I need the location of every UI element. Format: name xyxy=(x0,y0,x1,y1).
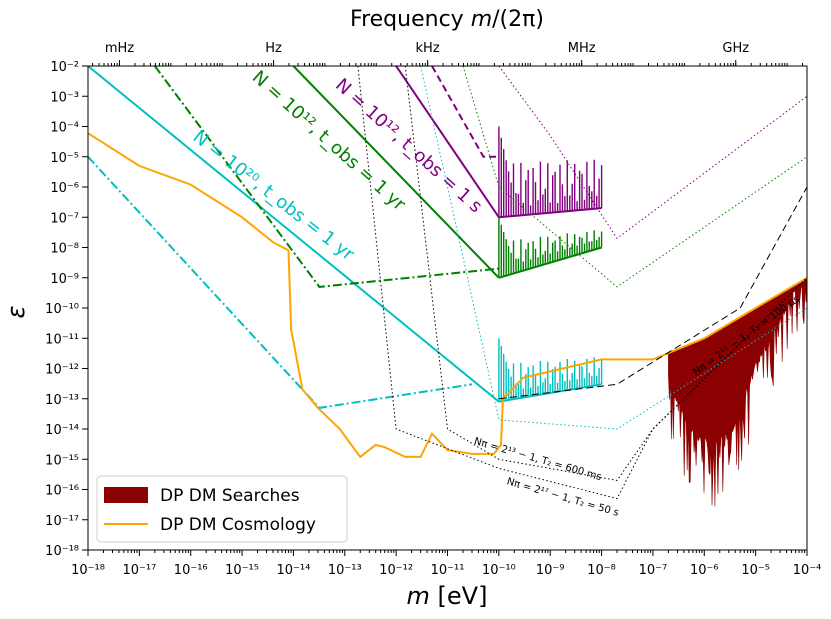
y-tick-label: 10⁻⁵ xyxy=(50,151,79,166)
top-tick-label: Hz xyxy=(265,41,282,56)
y-axis-label: ε xyxy=(2,305,30,318)
y-tick-label: 10⁻² xyxy=(50,60,79,75)
resonance-floor-4 xyxy=(498,207,602,219)
legend-label-searches: DP DM Searches xyxy=(160,486,300,506)
x-tick-label: 10⁻¹⁴ xyxy=(277,563,311,578)
x-tick-label: 10⁻⁵ xyxy=(741,563,770,578)
x-tick-label: 10⁻¹⁸ xyxy=(71,563,105,578)
resonance-peaks-2 xyxy=(498,217,603,278)
x-tick-label: 10⁻⁴ xyxy=(793,563,822,578)
y-tick-label: 10⁻⁹ xyxy=(50,272,79,287)
top-tick-label: mHz xyxy=(105,41,134,56)
x-tick-label: 10⁻¹⁶ xyxy=(174,563,208,578)
y-tick-label: 10⁻⁸ xyxy=(50,242,79,257)
x-tick-label: 10⁻¹⁷ xyxy=(122,563,156,578)
y-tick-label: 10⁻¹¹ xyxy=(45,332,79,347)
top-tick-label: kHz xyxy=(416,41,440,56)
y-tick-label: 10⁻¹⁶ xyxy=(45,484,79,499)
y-tick-label: 10⁻¹⁷ xyxy=(45,514,79,529)
x-tick-label: 10⁻⁶ xyxy=(690,563,719,578)
y-tick-label: 10⁻¹³ xyxy=(45,393,79,408)
x-tick-label: 10⁻⁸ xyxy=(587,563,616,578)
series-line-9 xyxy=(498,186,807,400)
resonance-floor-2 xyxy=(498,246,602,279)
x-tick-label: 10⁻⁷ xyxy=(639,563,668,578)
legend-box xyxy=(96,475,348,543)
x-tick-label: 10⁻¹² xyxy=(379,563,413,578)
y-tick-label: 10⁻³ xyxy=(50,90,79,105)
series-line-1 xyxy=(88,156,473,409)
y-tick-label: 10⁻¹⁵ xyxy=(45,453,79,468)
resonance-peaks-4 xyxy=(498,126,603,218)
data-layer xyxy=(88,66,807,507)
y-tick-label: 10⁻⁷ xyxy=(50,211,79,226)
legend: DP DM Searches DP DM Cosmology xyxy=(96,475,348,543)
tick-layer: 10⁻¹⁸ 10⁻¹⁷ 10⁻¹⁶ 10⁻¹⁵ 10⁻¹⁴ 10⁻¹³ 10⁻¹² 10⁻¹¹… xyxy=(45,41,821,578)
top-tick-label: GHz xyxy=(722,41,749,56)
chart-title: Frequency m/(2π) xyxy=(350,7,544,32)
series-line-5 xyxy=(431,66,499,158)
label-t2-50s: Nπ = 2¹⁷ − 1, T₂ = 50 s xyxy=(505,476,620,519)
series-line-8 xyxy=(357,66,807,500)
series-line-11 xyxy=(462,66,807,288)
x-tick-label: 10⁻⁹ xyxy=(536,563,565,578)
series-line-6 xyxy=(88,132,807,459)
series-line-0 xyxy=(88,66,500,403)
series-layer xyxy=(88,66,807,500)
y-tick-label: 10⁻¹² xyxy=(45,363,79,378)
x-axis-label: m [eV] xyxy=(407,582,488,610)
series-line-7 xyxy=(404,66,807,481)
series-line-2 xyxy=(292,66,500,279)
top-tick-label: MHz xyxy=(568,41,596,56)
y-tick-label: 10⁻¹⁸ xyxy=(45,544,79,559)
y-tick-label: 10⁻¹⁰ xyxy=(45,302,79,317)
legend-label-cosmology: DP DM Cosmology xyxy=(160,515,316,535)
series-line-3 xyxy=(153,66,500,288)
x-tick-label: 10⁻¹⁰ xyxy=(482,563,516,578)
legend-swatch-searches xyxy=(104,487,148,503)
label-t2-600ms: Nπ = 2¹³ − 1, T₂ = 600 ms xyxy=(473,436,603,483)
y-tick-label: 10⁻¹⁴ xyxy=(45,423,79,438)
x-tick-label: 10⁻¹⁵ xyxy=(225,563,259,578)
resonance-floor-0 xyxy=(498,383,602,403)
y-tick-label: 10⁻⁶ xyxy=(50,181,79,196)
x-tick-label: 10⁻¹³ xyxy=(328,563,362,578)
series-line-4 xyxy=(395,66,500,218)
label-n1e12-s: N = 10¹², t_obs = 1 s xyxy=(331,75,486,218)
y-tick-label: 10⁻⁴ xyxy=(50,121,79,136)
x-tick-label: 10⁻¹¹ xyxy=(431,563,465,578)
